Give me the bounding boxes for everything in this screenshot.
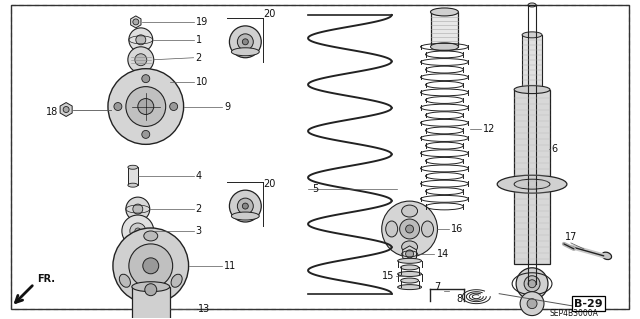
Circle shape <box>133 19 139 25</box>
Circle shape <box>114 102 122 110</box>
Polygon shape <box>403 246 417 262</box>
Ellipse shape <box>401 278 419 283</box>
Circle shape <box>528 280 536 288</box>
Circle shape <box>381 201 438 257</box>
Circle shape <box>122 215 154 247</box>
Ellipse shape <box>522 87 542 93</box>
Ellipse shape <box>402 205 417 217</box>
Ellipse shape <box>397 271 422 277</box>
Text: 3: 3 <box>196 226 202 236</box>
Ellipse shape <box>522 32 542 38</box>
Bar <box>128 167 138 185</box>
Text: FR.: FR. <box>37 274 55 284</box>
Ellipse shape <box>397 285 422 290</box>
Text: 19: 19 <box>196 17 208 27</box>
Ellipse shape <box>142 77 170 87</box>
Ellipse shape <box>431 8 458 16</box>
Ellipse shape <box>128 165 138 169</box>
Ellipse shape <box>144 231 157 241</box>
Ellipse shape <box>497 175 567 193</box>
Text: B-29: B-29 <box>575 299 603 309</box>
Text: 20: 20 <box>263 9 276 19</box>
Circle shape <box>520 292 544 315</box>
Ellipse shape <box>402 241 417 253</box>
Text: 12: 12 <box>483 124 495 134</box>
Text: 5: 5 <box>312 184 318 194</box>
Circle shape <box>108 69 184 145</box>
Text: 17: 17 <box>564 232 577 242</box>
Circle shape <box>63 107 69 113</box>
Text: 4: 4 <box>196 171 202 181</box>
Text: 9: 9 <box>225 101 230 112</box>
Circle shape <box>229 190 261 222</box>
Circle shape <box>142 130 150 138</box>
Ellipse shape <box>232 212 259 220</box>
Circle shape <box>143 258 159 274</box>
Bar <box>431 12 458 47</box>
Text: 8: 8 <box>456 294 463 304</box>
Ellipse shape <box>422 221 433 237</box>
Bar <box>132 287 170 319</box>
Text: SEP4B3000A: SEP4B3000A <box>549 309 598 318</box>
Text: 16: 16 <box>451 224 463 234</box>
Text: 10: 10 <box>196 77 208 87</box>
Text: 1: 1 <box>196 35 202 45</box>
Circle shape <box>126 197 150 221</box>
Circle shape <box>126 87 166 126</box>
Ellipse shape <box>397 258 422 263</box>
Circle shape <box>135 228 141 234</box>
Circle shape <box>113 228 189 304</box>
Bar <box>514 90 550 264</box>
Circle shape <box>527 299 537 308</box>
Circle shape <box>129 244 173 288</box>
Ellipse shape <box>119 274 131 287</box>
Text: 13: 13 <box>198 304 210 314</box>
Circle shape <box>130 223 146 239</box>
Text: 7: 7 <box>435 282 441 292</box>
Circle shape <box>237 198 253 214</box>
Circle shape <box>406 250 413 258</box>
Ellipse shape <box>128 183 138 187</box>
Circle shape <box>133 204 143 214</box>
Ellipse shape <box>528 3 536 7</box>
Bar <box>522 35 542 90</box>
Ellipse shape <box>151 80 161 84</box>
Circle shape <box>129 28 153 52</box>
Circle shape <box>170 102 178 110</box>
Circle shape <box>136 35 146 45</box>
Ellipse shape <box>602 252 612 260</box>
Ellipse shape <box>514 179 550 189</box>
Circle shape <box>243 39 248 45</box>
Circle shape <box>524 276 540 292</box>
Ellipse shape <box>401 265 419 270</box>
Circle shape <box>142 75 150 83</box>
Text: 6: 6 <box>551 144 557 154</box>
Circle shape <box>516 268 548 300</box>
Ellipse shape <box>171 274 182 287</box>
Text: 2: 2 <box>196 53 202 63</box>
Circle shape <box>135 54 147 66</box>
Circle shape <box>243 203 248 209</box>
Text: 20: 20 <box>263 179 276 189</box>
Polygon shape <box>131 16 141 28</box>
Circle shape <box>399 219 420 239</box>
Text: 15: 15 <box>382 271 395 281</box>
Ellipse shape <box>232 48 259 56</box>
Polygon shape <box>60 102 72 116</box>
Circle shape <box>406 225 413 233</box>
Text: 18: 18 <box>46 107 58 116</box>
Circle shape <box>237 34 253 50</box>
Ellipse shape <box>132 282 170 292</box>
Ellipse shape <box>431 43 458 51</box>
Ellipse shape <box>386 221 397 237</box>
Circle shape <box>229 26 261 58</box>
Ellipse shape <box>514 85 550 93</box>
Text: 11: 11 <box>225 261 237 271</box>
Circle shape <box>145 284 157 296</box>
Text: 2: 2 <box>196 204 202 214</box>
Text: 14: 14 <box>436 249 449 259</box>
Circle shape <box>128 47 154 73</box>
Circle shape <box>138 99 154 115</box>
